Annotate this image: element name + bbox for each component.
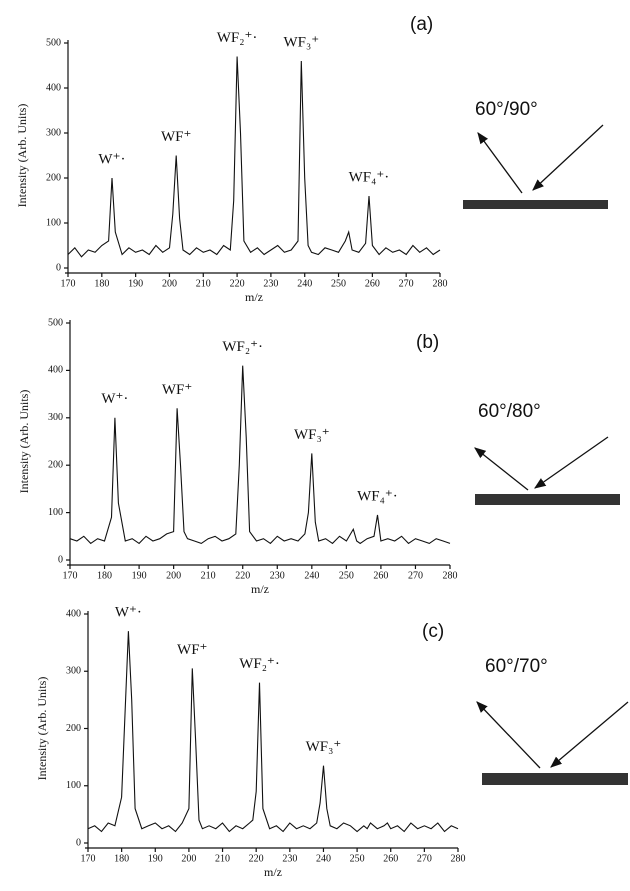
y-tick-label: 0 [76,837,81,848]
y-axis-label: Intensity (Arb. Units) [35,677,49,781]
x-tick-label: 270 [408,570,423,581]
peak-label: WF⁺ [162,382,192,398]
peak-label: WF₃⁺ [284,34,320,50]
panel-label: (b) [416,332,439,353]
peak-label: WF₂⁺· [239,656,280,672]
peak-label: WF⁺ [177,642,207,658]
peak-label: WF₃⁺ [294,427,330,443]
peak-label: WF₃⁺ [306,739,342,755]
surface [482,773,628,785]
y-tick-label: 300 [48,412,63,423]
x-tick-label: 220 [230,278,245,289]
x-tick-label: 190 [132,570,147,581]
x-tick-label: 230 [282,853,297,864]
arrow-out [477,132,523,194]
y-tick-label: 0 [58,554,63,565]
y-tick-label: 500 [46,37,61,48]
peak-label: W⁺· [115,605,142,621]
x-tick-label: 170 [61,278,76,289]
x-tick-label: 270 [399,278,414,289]
x-tick-label: 270 [417,853,432,864]
y-tick-label: 300 [66,666,81,677]
y-tick-label: 400 [66,608,81,619]
peak-label: WF⁺ [161,129,191,145]
x-tick-label: 230 [270,570,285,581]
peak-label: WF₄⁺· [349,169,390,185]
geometry-a [463,124,608,209]
arrow-out [474,447,529,491]
y-tick-label: 0 [56,262,61,273]
x-tick-label: 170 [63,570,78,581]
angle-label: 60°/90° [475,99,538,120]
panel-label: (a) [410,14,433,35]
x-tick-label: 250 [339,570,354,581]
peak-label: W⁺· [101,391,128,407]
peak-label: W⁺· [98,151,125,167]
x-tick-label: 260 [373,570,388,581]
y-tick-label: 200 [48,459,63,470]
surface [475,494,620,505]
peak-label: WF₂⁺· [217,30,258,46]
x-tick-label: 190 [128,278,143,289]
x-tick-label: 180 [114,853,129,864]
x-tick-label: 280 [433,278,448,289]
x-tick-label: 200 [166,570,181,581]
x-tick-label: 230 [263,278,278,289]
x-tick-label: 240 [304,570,319,581]
y-tick-label: 200 [46,172,61,183]
x-tick-label: 260 [365,278,380,289]
x-tick-label: 210 [215,853,230,864]
angle-label: 60°/70° [485,656,548,677]
angle-label: 60°/80° [478,401,541,422]
peak-label: WF₄⁺· [357,488,398,504]
y-axis-label: Intensity (Arb. Units) [17,390,31,494]
spectrum-line [69,365,451,545]
arrow-in [550,701,629,768]
x-tick-label: 250 [331,278,346,289]
arrow-in [532,124,604,191]
x-tick-label: 170 [81,853,96,864]
x-tick-label: 220 [249,853,264,864]
arrow-out [476,701,541,769]
x-tick-label: 210 [196,278,211,289]
y-tick-label: 400 [46,82,61,93]
y-axis-label: Intensity (Arb. Units) [15,104,29,208]
surface [463,200,608,209]
x-tick-label: 210 [201,570,216,581]
arrow-in [534,436,609,489]
geometry-b [474,436,620,505]
x-axis-label: m/z [251,582,269,596]
spectrum-line [67,56,441,258]
x-tick-label: 280 [451,853,466,864]
y-tick-label: 100 [66,780,81,791]
x-tick-label: 220 [235,570,250,581]
x-tick-label: 190 [148,853,163,864]
y-tick-label: 500 [48,317,63,328]
x-tick-label: 280 [443,570,458,581]
x-tick-label: 180 [94,278,109,289]
spectrum-line [87,631,459,833]
x-tick-label: 250 [350,853,365,864]
geometry-c [476,701,629,785]
x-tick-label: 180 [97,570,112,581]
y-tick-label: 100 [48,507,63,518]
y-tick-label: 300 [46,127,61,138]
y-tick-label: 200 [66,723,81,734]
y-tick-label: 400 [48,365,63,376]
x-tick-label: 240 [297,278,312,289]
x-tick-label: 240 [316,853,331,864]
y-tick-label: 100 [46,217,61,228]
panel-label: (c) [422,621,444,642]
x-tick-label: 260 [383,853,398,864]
peak-label: WF₂⁺· [222,339,263,355]
x-axis-label: m/z [264,865,282,879]
x-tick-label: 200 [162,278,177,289]
x-axis-label: m/z [245,290,263,304]
x-tick-label: 200 [181,853,196,864]
